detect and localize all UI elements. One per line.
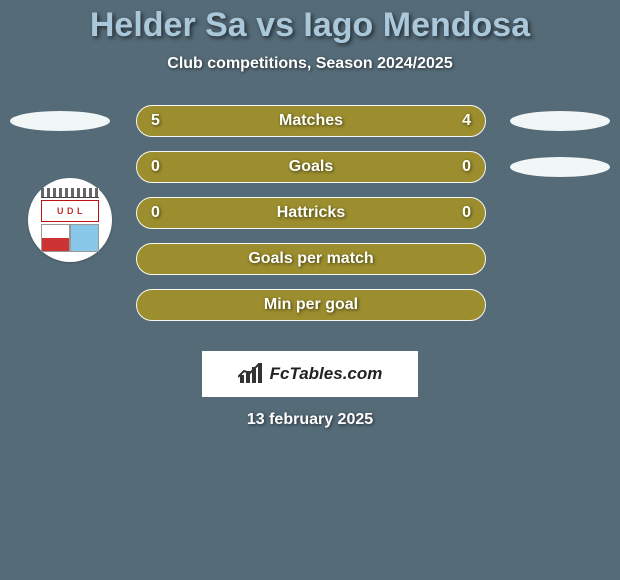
stat-value-left: 5 — [151, 112, 160, 130]
stat-value-right: 4 — [462, 112, 471, 130]
page-title: Helder Sa vs Iago Mendosa — [0, 6, 620, 45]
stat-label: Min per goal — [264, 296, 358, 314]
stat-label: Goals per match — [248, 250, 373, 268]
stat-value-right: 0 — [462, 158, 471, 176]
crest-udl-text: U D L — [57, 206, 83, 216]
left-team-marker — [10, 111, 110, 131]
stat-label: Goals — [289, 158, 333, 176]
stat-bar: Hattricks 0 0 — [136, 197, 486, 229]
bar-chart-icon — [238, 363, 264, 385]
crest-shield: U D L — [41, 188, 99, 252]
stat-bar: Goals 0 0 — [136, 151, 486, 183]
stat-row: Min per goal — [0, 295, 620, 341]
subtitle: Club competitions, Season 2024/2025 — [0, 55, 620, 73]
right-team-marker — [510, 111, 610, 131]
stat-label: Hattricks — [277, 204, 345, 222]
stat-value-right: 0 — [462, 204, 471, 222]
brand-text: FcTables.com — [270, 364, 383, 384]
crest-top-pattern — [41, 188, 99, 198]
crest-bottom — [41, 224, 99, 252]
crest-bottom-left — [41, 224, 70, 252]
crest-mid-band: U D L — [41, 200, 99, 222]
stat-bar: Goals per match — [136, 243, 486, 275]
right-team-marker — [510, 157, 610, 177]
stat-label: Matches — [279, 112, 343, 130]
crest-bottom-right — [70, 224, 99, 252]
infographic-container: Helder Sa vs Iago Mendosa Club competiti… — [0, 0, 620, 580]
brand-box: FcTables.com — [202, 351, 418, 397]
stat-value-left: 0 — [151, 204, 160, 222]
stat-bar: Matches 5 4 — [136, 105, 486, 137]
stat-bar: Min per goal — [136, 289, 486, 321]
club-crest: U D L — [28, 178, 112, 262]
stat-value-left: 0 — [151, 158, 160, 176]
date-text: 13 february 2025 — [0, 411, 620, 429]
